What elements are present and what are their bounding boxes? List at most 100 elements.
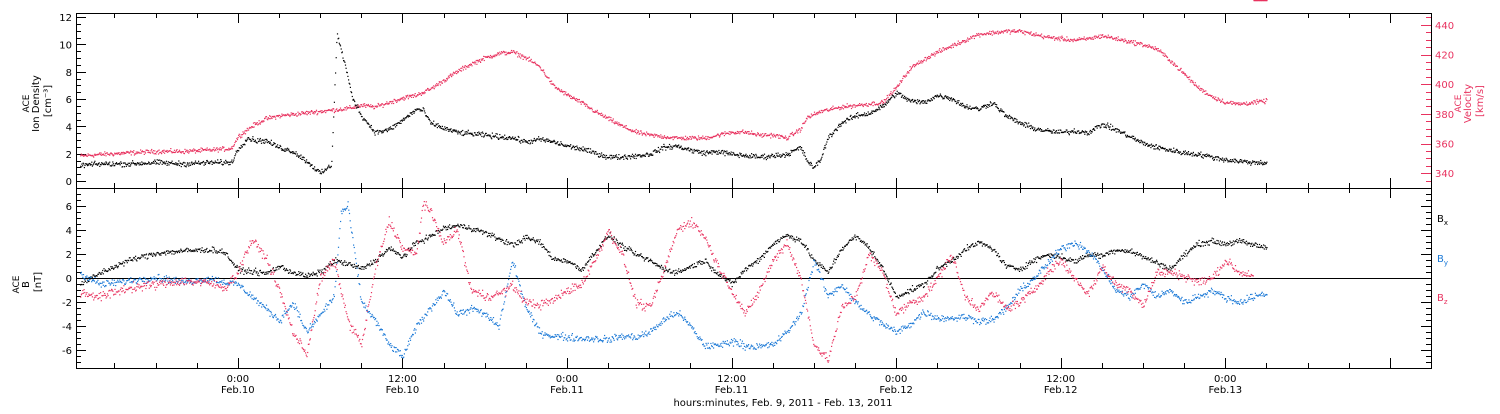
data-point xyxy=(321,173,322,174)
data-point xyxy=(167,253,168,254)
data-point xyxy=(182,164,183,165)
data-point xyxy=(473,228,474,229)
data-point xyxy=(1255,102,1256,103)
data-point xyxy=(127,262,128,263)
data-point xyxy=(1185,73,1186,74)
data-point xyxy=(879,108,880,109)
data-point xyxy=(307,111,308,112)
data-point xyxy=(125,164,126,165)
data-point xyxy=(989,104,990,105)
data-point xyxy=(576,146,577,147)
data-point xyxy=(785,155,786,156)
data-point xyxy=(377,106,378,107)
data-point xyxy=(421,95,422,96)
data-point xyxy=(1183,72,1184,73)
data-point xyxy=(609,157,610,158)
data-point xyxy=(789,136,790,137)
data-point xyxy=(691,149,692,150)
data-point xyxy=(486,133,487,134)
data-point xyxy=(675,144,676,145)
data-point xyxy=(565,259,566,260)
data-point xyxy=(670,149,671,150)
data-point xyxy=(1014,118,1015,119)
data-point xyxy=(990,33,991,34)
data-point xyxy=(150,153,151,154)
data-point xyxy=(1107,37,1108,38)
data-point xyxy=(429,119,430,120)
data-point xyxy=(112,266,113,267)
data-point xyxy=(936,96,937,97)
data-point xyxy=(459,226,460,227)
data-point xyxy=(214,162,215,163)
data-point xyxy=(1115,128,1116,129)
data-point xyxy=(461,70,462,71)
data-point xyxy=(766,159,767,160)
data-point xyxy=(906,75,907,76)
data-point xyxy=(566,262,567,263)
data-point xyxy=(601,152,602,153)
data-point xyxy=(497,134,498,135)
data-point xyxy=(489,235,490,236)
data-point xyxy=(990,102,991,103)
data-point xyxy=(550,83,551,84)
data-point xyxy=(91,162,92,163)
data-point xyxy=(447,229,448,230)
data-point xyxy=(881,100,882,101)
data-point xyxy=(143,256,144,257)
data-point xyxy=(93,163,94,164)
data-point xyxy=(505,243,506,244)
data-point xyxy=(575,149,576,150)
data-point xyxy=(1247,163,1248,164)
data-point xyxy=(1139,44,1140,45)
data-point xyxy=(290,115,291,116)
data-point xyxy=(693,152,694,153)
data-point xyxy=(1197,155,1198,156)
data-point xyxy=(965,107,966,108)
data-point xyxy=(816,113,817,114)
data-point xyxy=(163,150,164,151)
data-point xyxy=(895,95,896,96)
data-point xyxy=(205,164,206,165)
data-point xyxy=(746,133,747,134)
data-point xyxy=(670,138,671,139)
data-point xyxy=(534,62,535,63)
data-point xyxy=(652,134,653,135)
data-point xyxy=(275,143,276,144)
data-point xyxy=(708,139,709,140)
data-point xyxy=(462,67,463,68)
data-point xyxy=(634,254,635,255)
data-point xyxy=(1194,155,1195,156)
data-point xyxy=(788,154,789,155)
data-point xyxy=(610,236,611,237)
data-point xyxy=(317,270,318,271)
data-point xyxy=(396,100,397,101)
data-point xyxy=(939,95,940,96)
data-point xyxy=(292,151,293,152)
data-point xyxy=(390,250,391,251)
data-point xyxy=(263,121,264,122)
data-point xyxy=(596,250,597,251)
data-point xyxy=(133,152,134,153)
data-point xyxy=(285,270,286,271)
data-point xyxy=(996,104,997,105)
data-point xyxy=(560,91,561,92)
data-point xyxy=(169,252,170,253)
data-point xyxy=(198,149,199,150)
data-point xyxy=(1246,162,1247,163)
data-point xyxy=(645,156,646,157)
data-point xyxy=(1128,40,1129,41)
data-point xyxy=(488,233,489,234)
data-point xyxy=(369,263,370,264)
data-point xyxy=(940,52,941,53)
data-point xyxy=(986,106,987,107)
data-point xyxy=(173,152,174,153)
data-point xyxy=(879,109,880,110)
data-point xyxy=(327,167,328,168)
data-point xyxy=(434,88,435,89)
data-point xyxy=(130,164,131,165)
data-point xyxy=(1129,43,1130,44)
data-point xyxy=(377,130,378,131)
data-point xyxy=(957,100,958,101)
data-point xyxy=(1258,163,1259,164)
data-point xyxy=(1174,64,1175,65)
